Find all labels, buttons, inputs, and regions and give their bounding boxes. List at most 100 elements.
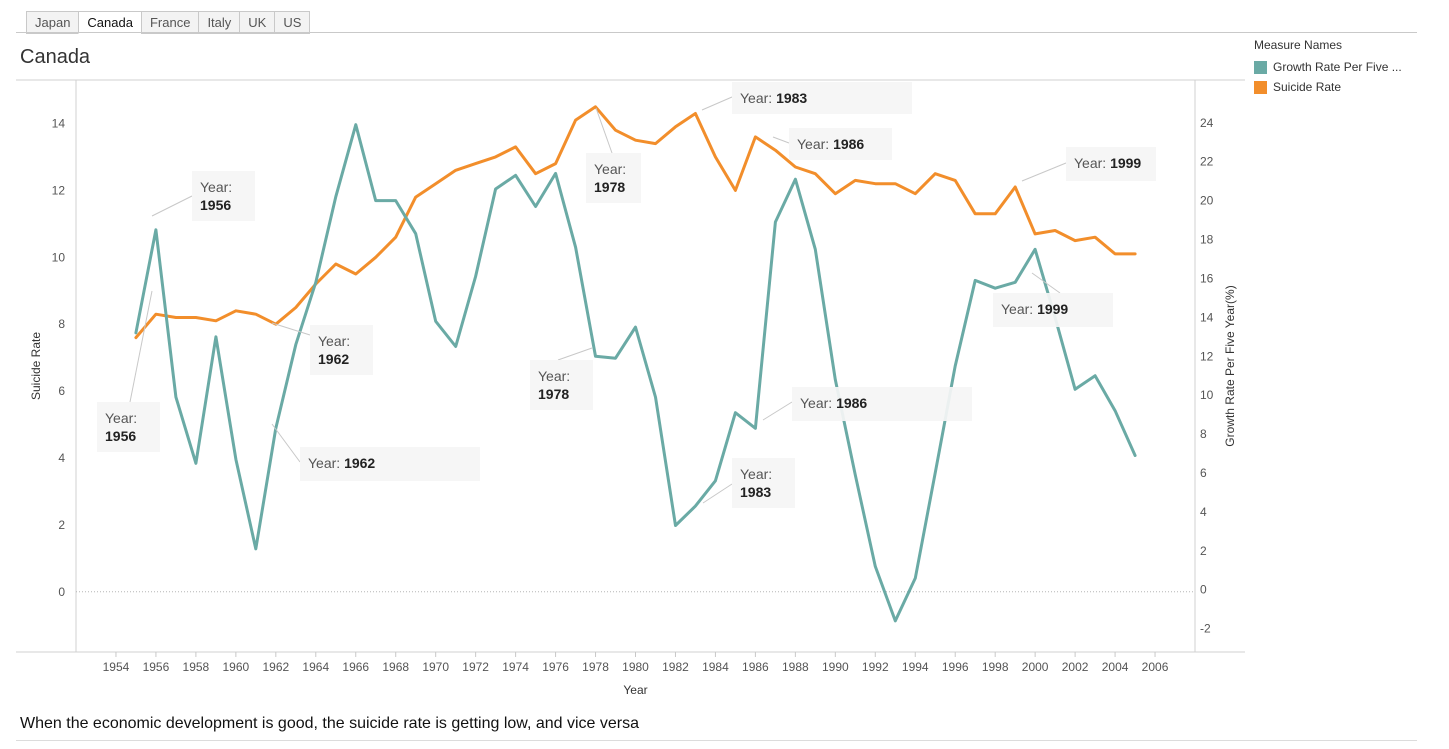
y2-tick-label: 22 bbox=[1200, 155, 1214, 169]
annotation-prefix: Year: bbox=[538, 368, 570, 384]
x-tick-label: 1976 bbox=[542, 660, 569, 674]
annotation-prefix: Year: bbox=[797, 136, 833, 152]
annotation-box bbox=[97, 402, 160, 452]
y-tick-label: 4 bbox=[58, 451, 65, 465]
tab-japan[interactable]: Japan bbox=[26, 11, 79, 34]
x-tick-label: 1980 bbox=[622, 660, 649, 674]
legend-swatch-growth-rate bbox=[1254, 60, 1267, 74]
x-tick-label: 1992 bbox=[862, 660, 889, 674]
annotation-prefix: Year: bbox=[740, 466, 772, 482]
annotation-callout: Year: 1999 bbox=[1021, 147, 1156, 182]
x-axis-title: Year bbox=[623, 683, 647, 697]
x-tick-label: 1974 bbox=[502, 660, 529, 674]
y2-tick-label: 16 bbox=[1200, 271, 1214, 285]
annotation-text: Year: 1999 bbox=[1074, 155, 1141, 171]
annotation-box bbox=[310, 325, 373, 375]
annotation-prefix: Year: bbox=[308, 455, 344, 471]
annotation-leader-line bbox=[151, 195, 193, 217]
y2-tick-label: 2 bbox=[1200, 544, 1207, 558]
annotation-leader-line bbox=[762, 401, 793, 421]
annotation-callout: Year: 1978 bbox=[530, 347, 593, 410]
annotation-callout: Year: 1983 bbox=[701, 82, 912, 114]
x-tick-label: 1990 bbox=[822, 660, 849, 674]
x-tick-label: 2006 bbox=[1142, 660, 1169, 674]
y-tick-label: 2 bbox=[58, 518, 65, 532]
page-title: Canada bbox=[20, 46, 91, 68]
annotation-box bbox=[732, 82, 912, 114]
y2-tick-label: -2 bbox=[1200, 622, 1211, 636]
annotation-callout: Year: 1962 bbox=[271, 423, 480, 481]
y-axis-title: Suicide Rate bbox=[29, 332, 43, 400]
legend-label-suicide-rate: Suicide Rate bbox=[1273, 80, 1342, 94]
tab-uk[interactable]: UK bbox=[239, 11, 275, 34]
y2-tick-label: 20 bbox=[1200, 194, 1214, 208]
y2-tick-label: 4 bbox=[1200, 505, 1207, 519]
legend-swatch-suicide-rate bbox=[1254, 80, 1267, 94]
annotation-box bbox=[792, 387, 972, 421]
annotation-value: 1986 bbox=[836, 395, 867, 411]
legend-item-growth-rate[interactable]: Growth Rate Per Five ... bbox=[1254, 57, 1424, 77]
annotation-leader-line bbox=[702, 483, 733, 504]
x-tick-label: 1972 bbox=[462, 660, 489, 674]
legend-item-suicide-rate[interactable]: Suicide Rate bbox=[1254, 77, 1424, 97]
annotation-callout: Year: 1999 bbox=[993, 272, 1113, 327]
x-tick-label: 1968 bbox=[382, 660, 409, 674]
y-tick-label: 10 bbox=[52, 250, 66, 264]
annotation-leader-line bbox=[701, 96, 733, 111]
x-tick-label: 1970 bbox=[422, 660, 449, 674]
tab-us[interactable]: US bbox=[274, 11, 311, 34]
tab-divider bbox=[16, 32, 1417, 33]
annotation-text: Year: 1962 bbox=[308, 455, 375, 471]
y2-tick-label: 0 bbox=[1200, 583, 1207, 597]
annotation-prefix: Year: bbox=[105, 410, 137, 426]
footer-caption: When the economic development is good, t… bbox=[20, 715, 640, 732]
annotation-prefix: Year: bbox=[200, 179, 232, 195]
annotation-text: Year: 1983 bbox=[740, 90, 807, 106]
x-tick-label: 1966 bbox=[342, 660, 369, 674]
annotation-value: 1978 bbox=[594, 179, 625, 195]
tab-canada[interactable]: Canada bbox=[78, 11, 141, 34]
x-tick-label: 1996 bbox=[942, 660, 969, 674]
x-tick-label: 2000 bbox=[1022, 660, 1049, 674]
annotation-callout: Year: 1956 bbox=[151, 171, 255, 221]
annotation-value: 1999 bbox=[1037, 301, 1068, 317]
annotation-leader-line bbox=[129, 290, 153, 403]
annotation-prefix: Year: bbox=[800, 395, 836, 411]
annotation-text: Year: 1999 bbox=[1001, 301, 1068, 317]
annotation-leader-line bbox=[595, 107, 613, 154]
annotation-leader-line bbox=[271, 322, 311, 336]
annotation-callout: Year: 1956 bbox=[97, 290, 160, 452]
annotation-value: 1978 bbox=[538, 386, 569, 402]
annotation-prefix: Year: bbox=[1074, 155, 1110, 171]
x-tick-label: 1982 bbox=[662, 660, 689, 674]
annotation-text: Year: 1986 bbox=[797, 136, 864, 152]
legend-title: Measure Names bbox=[1254, 38, 1343, 52]
series-line-growth-rate-per-five bbox=[134, 123, 1137, 623]
series-line-suicide-rate bbox=[134, 105, 1137, 340]
y2-tick-label: 18 bbox=[1200, 233, 1214, 247]
x-tick-label: 1958 bbox=[183, 660, 210, 674]
annotation-value: 1956 bbox=[200, 197, 231, 213]
annotation-prefix: Year: bbox=[594, 161, 626, 177]
annotation-box bbox=[192, 171, 255, 221]
x-tick-label: 1994 bbox=[902, 660, 929, 674]
tab-france[interactable]: France bbox=[140, 11, 199, 34]
annotation-value: 1986 bbox=[833, 136, 864, 152]
annotation-prefix: Year: bbox=[318, 333, 350, 349]
x-tick-label: 1962 bbox=[262, 660, 289, 674]
x-tick-label: 1960 bbox=[223, 660, 250, 674]
annotation-value: 1962 bbox=[318, 351, 349, 367]
y2-tick-label: 8 bbox=[1200, 427, 1207, 441]
x-tick-label: 1956 bbox=[143, 660, 170, 674]
annotation-value: 1983 bbox=[776, 90, 807, 106]
annotation-callout: Year: 1986 bbox=[762, 387, 972, 421]
annotation-leader-line bbox=[271, 423, 301, 463]
x-tick-label: 1954 bbox=[103, 660, 130, 674]
annotation-leader-line bbox=[557, 347, 593, 361]
annotation-box bbox=[993, 293, 1113, 327]
tab-italy[interactable]: Italy bbox=[198, 11, 240, 34]
annotation-box bbox=[789, 128, 892, 160]
annotation-text: Year: 1986 bbox=[800, 395, 867, 411]
y-tick-label: 12 bbox=[52, 183, 66, 197]
